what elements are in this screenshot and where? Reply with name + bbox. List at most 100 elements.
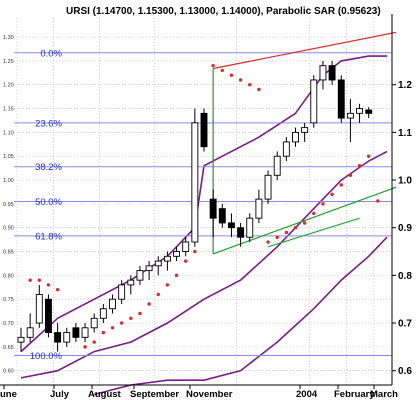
right-axis-tick-label: 1.2 [398, 80, 412, 91]
sar-dot [138, 311, 142, 316]
sar-dot [83, 345, 87, 349]
sar-dot [211, 63, 215, 68]
left-axis-ticks: 0.60 0.65 0.70 0.75 0.80 0.85 0.90 0.95 1.00 1.05… [3, 35, 14, 375]
candles-group [17, 60, 373, 352]
candle-body [200, 112, 208, 148]
candle-body [328, 65, 336, 81]
left-axis-tick-label: 0.85 [3, 250, 14, 256]
candle-body [237, 227, 245, 238]
candle-body [54, 332, 62, 343]
candle-body [26, 327, 34, 338]
left-axis-tick-label: 0.95 [3, 202, 14, 208]
sar-dot [119, 321, 124, 325]
fib-label: 50.0% [35, 197, 62, 208]
x-axis-month-label: August [88, 389, 122, 400]
sar-dot [321, 202, 325, 206]
lower_band-line [93, 236, 388, 396]
lower-trendline [212, 186, 397, 255]
right-axis-tick-label: 0.9 [398, 223, 412, 234]
candle-body [218, 208, 226, 224]
candle-body [365, 109, 373, 114]
right-axis-ticks: 0.6 0.7 0.8 0.9 1.0 1.1 1.2 [392, 80, 412, 377]
sar-dot [293, 226, 298, 230]
candle-body [127, 279, 135, 286]
sar-dot [110, 326, 115, 330]
sar-dot [46, 283, 51, 287]
sar-dot [339, 183, 343, 187]
sar-dot [284, 230, 289, 235]
left-axis-tick-label: 1.10 [3, 130, 14, 136]
candle-body [337, 79, 345, 119]
left-axis-tick-label: 1.30 [3, 35, 14, 41]
x-axis-month-label: September [130, 389, 179, 400]
candle-body [118, 284, 126, 300]
fib-label: 100.0% [30, 351, 63, 362]
sar-dot [367, 154, 371, 158]
x-axis-month-label: 2004 [296, 389, 318, 400]
sar-dot [257, 87, 261, 92]
sar-dot [238, 78, 243, 82]
sar-dot [101, 330, 106, 335]
candle-body [17, 336, 25, 343]
candle-body [310, 79, 318, 124]
candle-body [273, 155, 281, 176]
candle-body [264, 174, 272, 200]
left-axis-tick-label: 0.70 [3, 321, 14, 327]
candle-body [319, 65, 327, 81]
sar-dot [357, 164, 362, 168]
sar-dot [302, 221, 307, 225]
left-axis-tick-label: 1.15 [3, 107, 14, 113]
candle-body [209, 198, 217, 219]
sar-dot [312, 211, 316, 216]
chart-title: URSI (1.14700, 1.15300, 1.13000, 1.14000… [66, 6, 381, 17]
right-axis-tick-label: 1.0 [398, 176, 412, 187]
x-axis-labels: une July August September November 2004 Februa… [0, 385, 398, 400]
right-axis-tick-label: 0.8 [398, 271, 412, 282]
candle-body [282, 141, 290, 157]
left-axis-tick-label: 1.20 [3, 83, 14, 89]
sar-dot [28, 278, 32, 282]
sar-dot [229, 73, 234, 77]
left-axis-tick-label: 0.60 [3, 369, 14, 375]
candle-body [99, 308, 107, 319]
sar-dot [376, 199, 380, 203]
middle_band-line [20, 150, 388, 379]
candle-body [90, 317, 98, 329]
x-axis-month-label: February [334, 389, 375, 400]
trendlines-group [212, 31, 397, 255]
candle-body [136, 270, 144, 281]
sar-dot [184, 259, 188, 263]
sar-dot [37, 278, 41, 282]
sar-dot [174, 273, 179, 278]
sar-dot [92, 340, 96, 344]
candle-body [246, 217, 254, 238]
left-axis-tick-label: 0.90 [3, 226, 14, 232]
fib-label: 61.8% [35, 231, 62, 242]
sar-dot [275, 235, 279, 239]
candle-body [109, 298, 116, 310]
left-axis-tick-label: 1.05 [3, 154, 14, 160]
sar-dot [147, 302, 151, 306]
x-axis-month-label: March [370, 389, 398, 400]
candle-body [182, 241, 190, 252]
sar-dot [156, 292, 160, 297]
candle-body [63, 332, 71, 343]
left-axis-tick-label: 1.00 [3, 178, 14, 184]
sar-dot [193, 249, 197, 254]
upper-trendline [213, 31, 397, 70]
sar-dot [165, 283, 170, 287]
candle-body [163, 255, 171, 262]
left-axis-tick-label: 0.65 [3, 345, 14, 351]
sar-dot [55, 287, 60, 292]
candle-body [227, 222, 235, 229]
left-axis-tick-label: 0.80 [3, 273, 14, 279]
sar-dot [348, 173, 353, 177]
sar-dot [129, 316, 133, 320]
sar-dot [266, 240, 270, 244]
candle-body [301, 127, 309, 133]
sar-dot [330, 192, 334, 197]
candle-body [35, 293, 43, 324]
left-axis-tick-label: 1.25 [3, 59, 14, 65]
candle-body [81, 327, 89, 338]
